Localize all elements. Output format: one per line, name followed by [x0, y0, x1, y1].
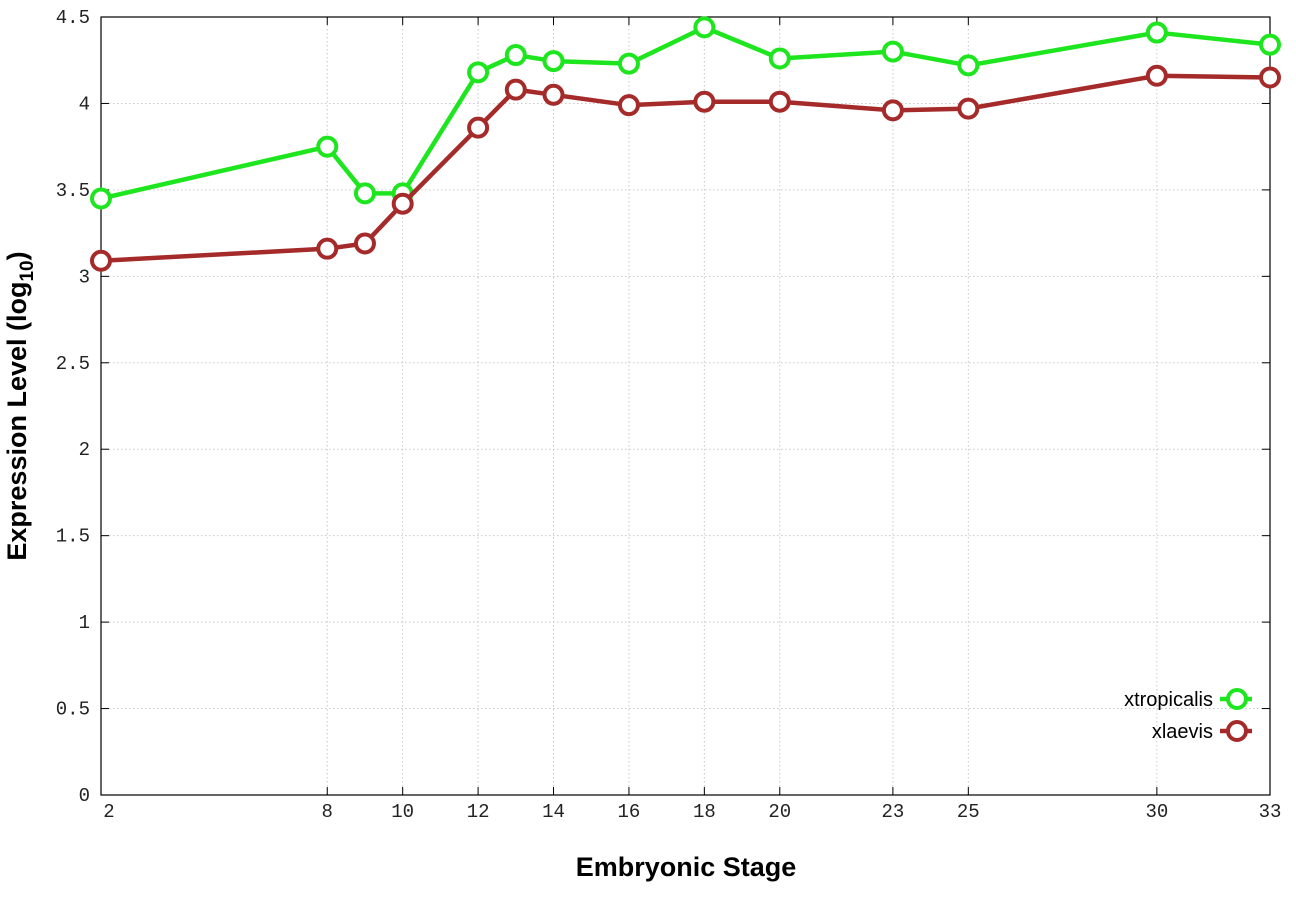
legend-label: xtropicalis: [1124, 689, 1213, 711]
x-tick-label: 23: [881, 801, 904, 823]
y-tick-label: 4.5: [56, 7, 90, 29]
data-point: [353, 182, 376, 205]
data-point: [316, 237, 339, 260]
y-tick-label: 1.5: [56, 526, 90, 548]
x-tick-label: 10: [391, 801, 414, 823]
data-point: [353, 232, 376, 255]
data-point: [617, 94, 640, 117]
y-tick-label: 4: [79, 93, 90, 115]
data-point: [391, 192, 414, 215]
data-point: [542, 83, 565, 106]
y-tick-label: 2: [79, 439, 90, 461]
data-point: [542, 50, 565, 73]
y-axis-title: Expression Level (log10): [2, 251, 38, 560]
x-tick-label: 20: [768, 801, 791, 823]
y-tick-label: 0.5: [56, 699, 90, 721]
x-tick-label: 16: [618, 801, 641, 823]
data-point: [1145, 64, 1168, 87]
y-tick-label: 2.5: [56, 353, 90, 375]
x-tick-label: 30: [1145, 801, 1168, 823]
x-tick-label: 33: [1259, 801, 1282, 823]
x-tick-label: 2: [103, 801, 114, 823]
y-axis-title-end: ): [2, 251, 32, 260]
data-point: [693, 90, 716, 113]
x-axis-title: Embryonic Stage: [576, 852, 797, 882]
y-tick-label: 1: [79, 612, 90, 634]
data-point: [467, 116, 490, 139]
x-tick-label: 18: [693, 801, 716, 823]
plot-frame: [100, 16, 1271, 796]
data-point: [316, 135, 339, 158]
y-tick-label: 3.5: [56, 180, 90, 202]
x-tick-label: 14: [542, 801, 565, 823]
data-point: [957, 54, 980, 77]
data-point: [90, 249, 112, 272]
data-point: [881, 40, 904, 63]
data-point: [467, 61, 490, 84]
data-point: [504, 44, 527, 67]
y-tick-label: 0: [79, 785, 90, 807]
x-tick-label: 12: [467, 801, 490, 823]
legend-label: xlaevis: [1152, 721, 1213, 743]
data-point: [957, 97, 980, 120]
legend-marker: [1226, 720, 1248, 742]
legend-marker: [1226, 688, 1248, 710]
y-axis-title-main: Expression Level (log: [2, 282, 32, 561]
data-point: [693, 16, 716, 39]
data-point: [617, 52, 640, 75]
x-tick-label: 25: [957, 801, 980, 823]
data-point: [768, 47, 791, 70]
data-point: [768, 90, 791, 113]
data-point: [1145, 21, 1168, 44]
data-point: [881, 99, 904, 122]
data-point: [1259, 33, 1281, 56]
x-tick-label: 8: [322, 801, 333, 823]
data-point: [1259, 66, 1281, 89]
y-axis-title-subscript: 10: [17, 260, 38, 281]
data-point: [504, 78, 527, 101]
data-point: [90, 187, 112, 210]
y-tick-label: 3: [79, 266, 90, 288]
